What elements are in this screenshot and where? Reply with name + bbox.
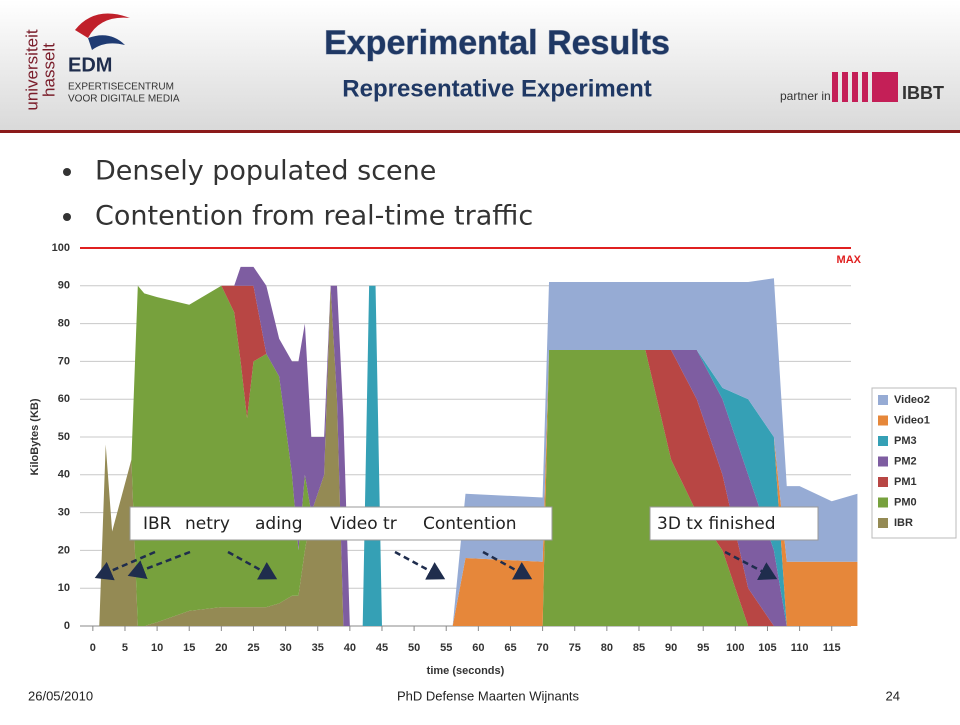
legend-swatch xyxy=(878,456,888,467)
partner-name: IBBT xyxy=(902,83,944,103)
y-tick-label: 90 xyxy=(58,280,70,292)
y-tick-label: 40 xyxy=(58,469,70,481)
legend-swatch xyxy=(878,415,888,426)
overlay: Video2 Video1 PM3 PM2 PM1 PM0 IBR IBR netry ading… xyxy=(94,387,957,581)
x-tick-label: 95 xyxy=(697,642,709,654)
x-tick-label: 65 xyxy=(504,642,516,654)
bullet: Contention from real-time traffic xyxy=(95,201,533,232)
bullet-dot xyxy=(63,168,71,176)
annotation: Contention xyxy=(423,514,517,534)
x-tick-label: 5 xyxy=(122,642,128,654)
x-tick-label: 105 xyxy=(758,642,776,654)
y-tick-label: 30 xyxy=(58,507,70,519)
slide-title: Experimental Results xyxy=(324,24,670,62)
callout-box xyxy=(129,506,553,541)
x-tick-label: 110 xyxy=(791,642,809,654)
max-label: MAX xyxy=(837,254,862,266)
x-tick-label: 15 xyxy=(183,642,195,654)
y-tick-label: 100 xyxy=(52,242,70,254)
uni-logo: hasselt xyxy=(39,43,58,97)
legend-swatch xyxy=(878,395,888,405)
area xyxy=(99,285,858,626)
x-tick-label: 30 xyxy=(279,642,291,654)
annotation: ading xyxy=(255,514,303,534)
x-tick-label: 0 xyxy=(90,642,96,654)
y-tick-label: 50 xyxy=(58,431,70,443)
legend-label: IBR xyxy=(894,517,913,529)
callout-arrow xyxy=(227,550,278,580)
edm-icon xyxy=(75,13,130,38)
uni-logo: universiteit xyxy=(22,29,41,111)
footer-page: 24 xyxy=(886,688,900,703)
legend-label: Video1 xyxy=(894,414,930,426)
area xyxy=(99,285,858,626)
footer-center: PhD Defense Maarten Wijnants xyxy=(397,688,580,703)
x-tick-label: 90 xyxy=(665,642,677,654)
edm-line: EXPERTISECENTRUM xyxy=(68,82,174,93)
header-band xyxy=(0,0,960,131)
edm-icon xyxy=(88,35,125,50)
callout-arrow xyxy=(127,550,191,579)
area xyxy=(99,266,858,626)
x-tick-label: 75 xyxy=(569,642,581,654)
callout-arrow xyxy=(482,550,533,580)
callout-arrow xyxy=(394,550,446,580)
x-tick-label: 70 xyxy=(536,642,548,654)
y-tick-label: 70 xyxy=(58,355,70,367)
plot: 0 10 20 30 40 50 60 70 80 90 100 0 5 10 15 20 25 30 35 40 45… xyxy=(29,242,862,677)
legend-label: Video2 xyxy=(894,394,930,406)
x-tick-label: 55 xyxy=(440,642,452,654)
callout-box xyxy=(649,506,819,541)
bullet: Densely populated scene xyxy=(95,156,436,187)
y-tick-label: 0 xyxy=(64,620,70,632)
x-tick-label: 85 xyxy=(633,642,645,654)
annotation: Video tr xyxy=(330,514,397,534)
legend-label: PM3 xyxy=(894,435,917,447)
x-tick-label: 35 xyxy=(312,642,324,654)
y-axis-label: KiloBytes (KB) xyxy=(29,398,41,475)
bullet-dot xyxy=(63,213,71,221)
y-tick-label: 10 xyxy=(58,582,70,594)
y-tick-label: 60 xyxy=(58,393,70,405)
legend-swatch xyxy=(878,497,888,508)
footer-date: 26/05/2010 xyxy=(28,688,93,703)
x-tick-label: 115 xyxy=(823,642,841,654)
annotation: 3D tx finished xyxy=(657,514,776,534)
legend-label: PM0 xyxy=(894,496,917,508)
slide-subtitle: Representative Experiment xyxy=(342,75,651,102)
x-tick-label: 20 xyxy=(215,642,227,654)
callout-arrow xyxy=(94,550,156,581)
area xyxy=(99,266,858,626)
edm-line: VOOR DIGITALE MEDIA xyxy=(68,94,180,105)
x-tick-label: 60 xyxy=(472,642,484,654)
legend-swatch xyxy=(878,518,888,528)
y-tick-label: 80 xyxy=(58,318,70,330)
annotation: netry xyxy=(185,514,230,534)
area xyxy=(99,266,858,626)
x-tick-label: 80 xyxy=(601,642,613,654)
legend-label: PM2 xyxy=(894,455,917,467)
header-rule xyxy=(0,130,960,133)
legend-swatch xyxy=(878,436,888,446)
x-axis-label: time (seconds) xyxy=(427,665,505,677)
x-tick-label: 40 xyxy=(344,642,356,654)
legend-label: PM1 xyxy=(894,476,917,488)
x-tick-label: 100 xyxy=(726,642,744,654)
x-tick-label: 10 xyxy=(151,642,163,654)
x-tick-label: 50 xyxy=(408,642,420,654)
edm-logo: EDM xyxy=(68,54,112,76)
ibbt-bars xyxy=(832,72,898,102)
legend-swatch xyxy=(878,477,888,487)
y-tick-label: 20 xyxy=(58,544,70,556)
x-tick-label: 25 xyxy=(247,642,259,654)
partner-label: partner in xyxy=(780,89,831,103)
x-tick-label: 45 xyxy=(376,642,388,654)
annotation: IBR xyxy=(143,514,172,534)
